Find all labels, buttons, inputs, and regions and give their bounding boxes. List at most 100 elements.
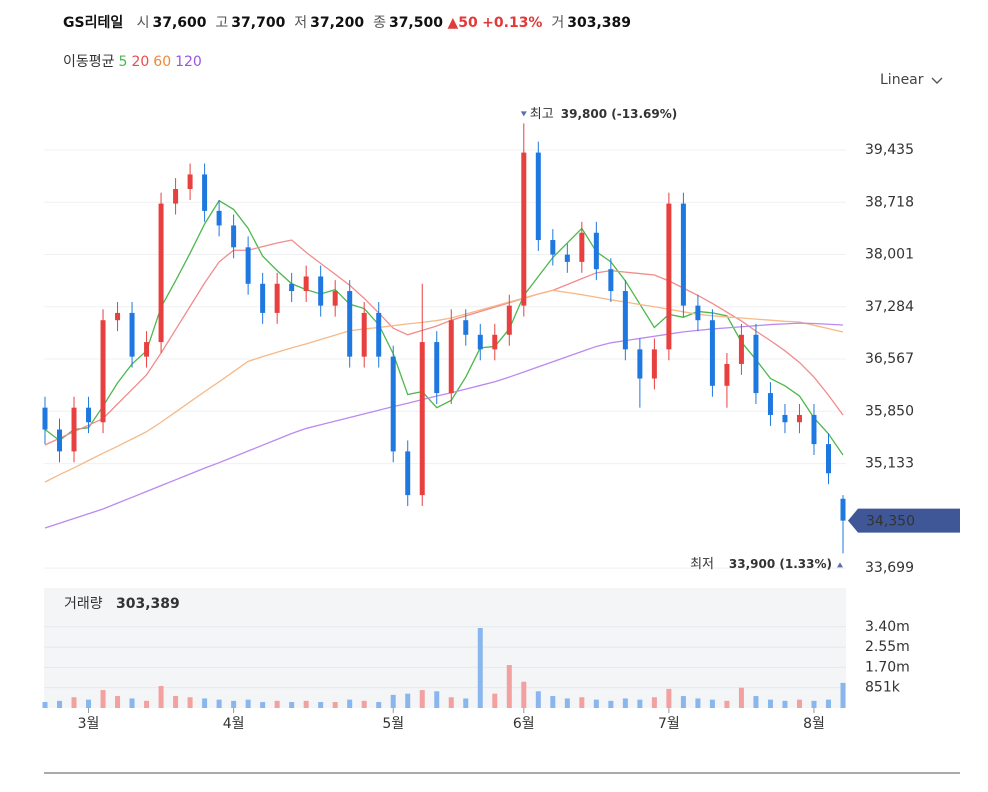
last-price-label: 34,350 <box>866 514 915 530</box>
volume-tick-label: 1.70m <box>865 659 910 675</box>
ma-legend: 이동평균 5 20 60 120 <box>63 51 206 71</box>
candle-body <box>173 189 179 204</box>
ma-line <box>44 199 844 456</box>
candle-body <box>158 203 164 343</box>
candle-body <box>361 312 367 357</box>
high-annotation-value: 39,800 (-13.69%) <box>561 107 677 121</box>
candle-body <box>303 276 309 292</box>
last-price-tag <box>848 508 960 533</box>
candle-body <box>245 247 251 284</box>
volume-label: 거 <box>551 15 565 31</box>
volume-bar <box>347 699 353 708</box>
volume-bar <box>825 699 831 708</box>
volume-bar <box>86 699 92 708</box>
candle-body <box>521 152 527 306</box>
candle-body <box>593 232 599 270</box>
low-annotation-value: 33,900 (1.33%) <box>729 557 832 571</box>
volume-value: 303,389 <box>567 15 632 31</box>
volume-bar <box>332 702 338 708</box>
y-tick-label: 36,567 <box>865 351 914 367</box>
volume-bar <box>492 693 498 708</box>
candle-body <box>825 444 831 474</box>
volume-bar <box>840 682 846 708</box>
candle-body <box>332 291 338 306</box>
x-tick-label: 3월 <box>78 716 100 732</box>
y-tick-label: 39,435 <box>865 142 914 158</box>
ma-legend-item[interactable]: 120 <box>175 54 202 70</box>
volume-bar <box>57 700 63 708</box>
volume-tick-label: 2.55m <box>865 639 910 655</box>
candle-body <box>811 414 817 445</box>
volume-bar <box>724 700 730 708</box>
x-tick-label: 8월 <box>803 716 825 732</box>
volume-bar <box>666 688 672 708</box>
candle-body <box>260 283 266 313</box>
volume-bar <box>593 699 599 708</box>
high-marker <box>520 111 527 117</box>
open-value: 37,600 <box>152 15 207 31</box>
candle-body <box>579 232 585 262</box>
candle-body <box>506 305 512 335</box>
candle-body <box>753 334 759 394</box>
candle-body <box>86 407 92 423</box>
volume-bar <box>753 696 759 708</box>
candle-body <box>405 451 411 496</box>
candle-body <box>767 393 773 415</box>
ma-legend-item[interactable]: 5 <box>118 54 128 70</box>
volume-bar <box>782 700 788 708</box>
volume-bar <box>260 702 266 708</box>
candle-body <box>840 498 846 521</box>
candle-body <box>738 334 744 364</box>
volume-bar <box>622 698 628 708</box>
candle-body <box>550 240 556 255</box>
low-label: 저 <box>294 15 308 31</box>
volume-bar <box>115 696 121 708</box>
volume-bar <box>680 696 686 708</box>
candle-body <box>390 356 396 452</box>
volume-bar <box>796 699 802 708</box>
candle-body <box>376 312 382 357</box>
low-annotation-label: 최저 <box>690 557 714 572</box>
candle-body <box>796 414 802 423</box>
candle-body <box>57 429 63 452</box>
volume-bar <box>361 700 367 708</box>
volume-bar <box>419 690 425 708</box>
low-value: 37,200 <box>310 15 365 31</box>
ma-legend-item[interactable]: 60 <box>153 54 172 70</box>
candle-body <box>477 334 483 350</box>
x-tick-label: 6월 <box>513 716 535 732</box>
volume-bar <box>811 700 817 708</box>
close-label: 종 <box>373 15 386 31</box>
candle-body <box>71 407 77 452</box>
chevron-icon[interactable] <box>931 77 943 84</box>
ma-line <box>44 289 844 483</box>
volume-bar <box>274 700 280 708</box>
ma-label: 이동평균 <box>63 54 115 70</box>
change-arrow: ▲ <box>447 15 459 31</box>
volume-title-value: 303,389 <box>116 596 180 612</box>
y-tick-label: 38,001 <box>865 247 914 263</box>
volume-bar <box>390 694 396 708</box>
candle-body <box>347 291 353 357</box>
candle-body <box>666 203 672 350</box>
volume-bar <box>71 697 77 708</box>
candle-body <box>289 283 295 292</box>
scale-selector[interactable]: Linear <box>880 72 924 88</box>
volume-bar <box>448 697 454 708</box>
volume-bar <box>535 691 541 708</box>
high-annotation-label: 최고 <box>530 107 554 122</box>
volume-bar <box>173 696 179 708</box>
candle-body <box>637 349 643 379</box>
y-tick-label: 37,284 <box>865 299 914 315</box>
volume-tick-label: 851k <box>865 680 901 696</box>
y-tick-label: 33,699 <box>865 560 914 576</box>
volume-bar <box>463 698 469 708</box>
volume-bar <box>521 681 527 708</box>
x-tick-label: 5월 <box>382 716 404 732</box>
high-label: 고 <box>215 15 229 31</box>
candle-body <box>434 342 440 394</box>
volume-bar <box>187 697 193 708</box>
ma-legend-item[interactable]: 20 <box>131 54 150 70</box>
candle-body <box>709 320 715 386</box>
